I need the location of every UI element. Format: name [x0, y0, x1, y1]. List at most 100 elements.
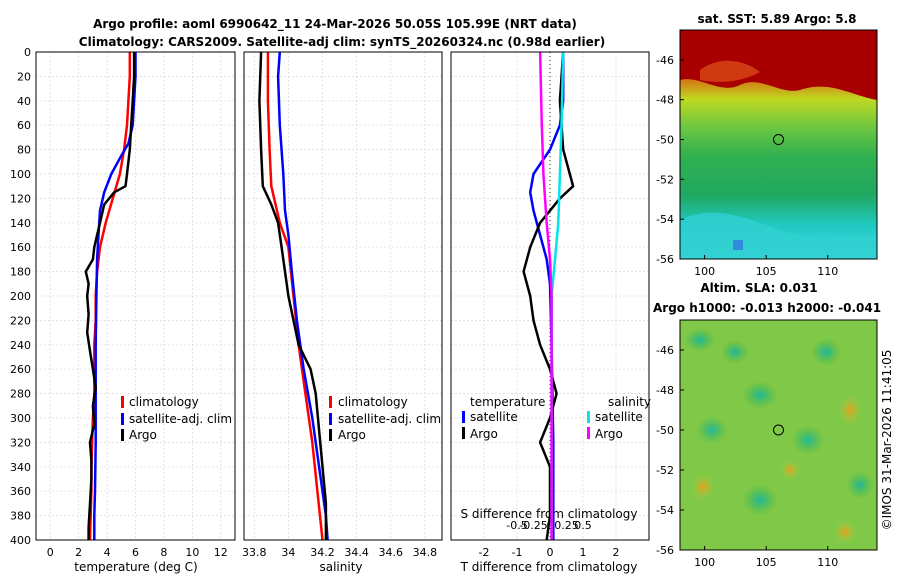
- x-tick-label: 1: [580, 546, 587, 559]
- temperature-legend: climatology satellite-adj. clim Argo: [121, 395, 232, 442]
- map-y-tick-label: -46: [656, 54, 674, 67]
- difference-xlabel: T difference from climatology: [460, 560, 638, 574]
- title-line-2: Climatology: CARS2009. Satellite-adj cli…: [79, 35, 605, 50]
- x-tick-label: 0: [547, 546, 554, 559]
- map-x-tick-label: 110: [817, 556, 838, 569]
- legend-salinity-title: salinity: [608, 395, 651, 409]
- x-tick-label: 6: [132, 546, 139, 559]
- legend-s-argo-label: Argo: [595, 427, 623, 441]
- x-tick-label: 34: [281, 546, 295, 559]
- grid: [36, 51, 235, 541]
- series-line-salinity-argo: [538, 51, 553, 540]
- y-tick-label: 240: [10, 339, 31, 352]
- sla-map-title-2: Argo h1000: -0.013 h2000: -0.041: [653, 301, 881, 315]
- sla-eddy: [811, 338, 841, 366]
- y-tick-label: 340: [10, 461, 31, 474]
- y-tick-label: 260: [10, 363, 31, 376]
- map-x-tick-label: 105: [756, 556, 777, 569]
- x-tick-label: -1: [512, 546, 523, 559]
- sla-eddy: [684, 328, 716, 352]
- legend-temperature-title: temperature: [470, 395, 545, 409]
- top-tick-label: -0.5: [506, 519, 527, 532]
- title-line-1: Argo profile: aoml 6990642_11 24-Mar-202…: [93, 17, 577, 32]
- argo-position-marker: [773, 134, 784, 146]
- map-y-tick-label: -54: [656, 213, 674, 226]
- sla-eddy: [742, 484, 778, 516]
- legend-argo-swatch: [121, 429, 124, 441]
- y-tick-label: 0: [24, 46, 31, 59]
- x-tick-label: 10: [185, 546, 199, 559]
- x-tick-label: 12: [214, 546, 228, 559]
- legend-satellite-swatch: [121, 413, 124, 425]
- top-tick-label: 0.5: [574, 519, 592, 532]
- legend-climatology-label: climatology: [129, 395, 199, 409]
- x-tick-label: 34.6: [379, 546, 404, 559]
- difference-panel: T difference from climatology S differen…: [450, 51, 651, 574]
- sla-map-title-1: Altim. SLA: 0.031: [700, 281, 817, 295]
- map-y-tick-label: -52: [656, 173, 674, 186]
- sla-high: [780, 460, 800, 480]
- sla-high: [833, 520, 857, 544]
- sst-map-panel: sat. SST: 5.89 Argo: 5.8 100 105 110 -46 -48…: [656, 12, 878, 278]
- y-tick-label: 320: [10, 436, 31, 449]
- map-x-tick-label: 110: [817, 265, 838, 278]
- sla-eddy: [742, 381, 778, 409]
- x-tick-label: 34.8: [413, 546, 438, 559]
- sst-front-patch: [700, 60, 760, 83]
- grid: [244, 51, 442, 541]
- top-tick-label: 0: [547, 519, 554, 532]
- y-tick-label: 40: [17, 95, 31, 108]
- difference-legend: temperature satellite Argo salinity sate…: [462, 395, 651, 441]
- y-tick-label: 380: [10, 510, 31, 523]
- legend-argo-swatch: [329, 429, 332, 441]
- legend-climatology-swatch: [121, 396, 124, 408]
- y-tick-label: 100: [10, 168, 31, 181]
- series-line-argo: [84, 52, 136, 540]
- sst-map-frame: [679, 29, 878, 260]
- legend-argo-label: Argo: [338, 428, 366, 442]
- legend-climatology-label: climatology: [338, 395, 408, 409]
- x-tick-label: 34.2: [310, 546, 335, 559]
- y-tick-label: 360: [10, 485, 31, 498]
- argo-position-marker: [773, 424, 784, 436]
- x-tick-label: 34.4: [344, 546, 369, 559]
- sla-eddy: [846, 471, 874, 499]
- x-tick-label: 2: [75, 546, 82, 559]
- sla-eddy: [696, 416, 728, 444]
- y-tick-label: 60: [17, 119, 31, 132]
- series-line-satellite-adj-clim: [276, 51, 329, 541]
- map-y-tick-label: -48: [656, 94, 674, 107]
- map-x-tick-label: 100: [694, 265, 715, 278]
- y-tick-label: 120: [10, 192, 31, 205]
- plot-frame: [243, 51, 443, 541]
- y-tick-label: 220: [10, 314, 31, 327]
- legend-t-argo-swatch: [462, 427, 465, 439]
- series-line-argo: [258, 51, 328, 540]
- x-tick-label: -2: [479, 546, 490, 559]
- x-tick-label: 4: [104, 546, 111, 559]
- y-tick-label: 280: [10, 388, 31, 401]
- map-y-tick-label: -50: [656, 134, 674, 147]
- plot-frame: [35, 51, 236, 541]
- series-line-temperature-argo: [522, 51, 575, 541]
- map-y-tick-label: -56: [656, 544, 674, 557]
- x-tick-label: 2: [613, 546, 620, 559]
- temperature-panel: temperature (deg C) climatology satellit…: [10, 46, 236, 574]
- legend-t-satellite-label: satellite: [470, 410, 518, 424]
- map-y-tick-label: -50: [656, 424, 674, 437]
- map-y-tick-label: -46: [656, 344, 674, 357]
- sst-cold-region: [680, 212, 877, 259]
- x-tick-label: 0: [47, 546, 54, 559]
- legend-satellite-label: satellite-adj. clim: [129, 412, 232, 426]
- y-tick-label: 300: [10, 412, 31, 425]
- legend-climatology-swatch: [329, 396, 332, 408]
- legend-satellite-label: satellite-adj. clim: [338, 412, 441, 426]
- sla-high: [691, 473, 715, 501]
- map-y-tick-label: -52: [656, 464, 674, 477]
- sla-map-frame: [679, 319, 878, 551]
- y-tick-label: 180: [10, 266, 31, 279]
- legend-t-satellite-swatch: [462, 411, 465, 423]
- top-tick-label: 0.25: [554, 519, 579, 532]
- legend-satellite-swatch: [329, 413, 332, 425]
